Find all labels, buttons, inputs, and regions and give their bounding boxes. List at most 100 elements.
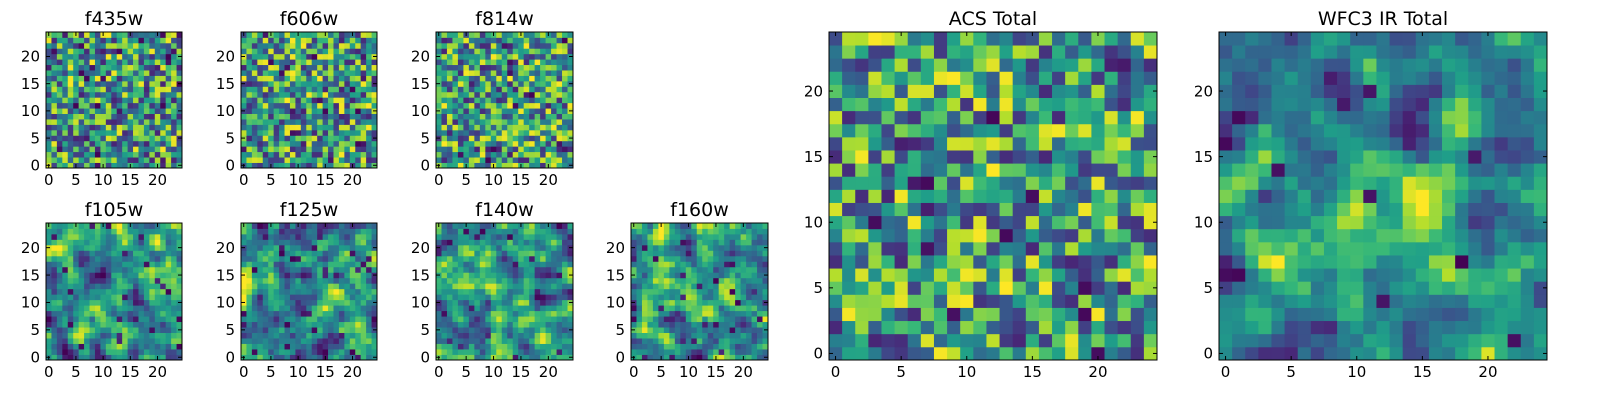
heatmap-cell — [366, 261, 372, 268]
heatmap-cell — [317, 283, 323, 290]
heatmap-cell — [507, 283, 514, 290]
heatmap-cell — [100, 157, 107, 163]
heatmap-cell — [868, 189, 882, 203]
heatmap-cell — [868, 307, 882, 322]
heatmap-cell — [735, 327, 741, 333]
heatmap-cell — [740, 288, 747, 295]
heatmap-cell — [529, 91, 536, 98]
heatmap-cell — [241, 338, 247, 344]
heatmap-cell — [1117, 281, 1132, 295]
heatmap-cell — [501, 48, 508, 55]
heatmap-cell — [507, 354, 514, 361]
heatmap-cell — [463, 135, 470, 142]
heatmap-cell — [257, 261, 264, 268]
heatmap-cell — [441, 327, 448, 333]
heatmap-cell — [474, 272, 481, 279]
heatmap-cell — [680, 349, 687, 355]
heatmap-cell — [999, 189, 1014, 203]
heatmap-cell — [485, 135, 492, 142]
heatmap-cell — [567, 129, 574, 136]
heatmap-cell — [702, 310, 709, 317]
heatmap-cell — [680, 288, 687, 295]
heatmap-cell — [474, 223, 481, 229]
heatmap-cell — [300, 157, 307, 163]
heatmap-cell — [523, 305, 530, 312]
heatmap-cell — [355, 255, 362, 262]
heatmap-cell — [328, 299, 334, 306]
heatmap-cell — [344, 283, 351, 290]
heatmap-cell — [56, 102, 63, 109]
heatmap-cell — [457, 223, 464, 229]
heatmap-cell — [127, 124, 134, 131]
heatmap-cell — [829, 202, 843, 217]
heatmap-cell — [960, 281, 974, 295]
heatmap-cell — [328, 223, 334, 229]
heatmap-cell — [512, 146, 519, 153]
x-tick-label: 15 — [706, 363, 725, 381]
heatmap-cell — [268, 255, 275, 262]
heatmap-cell — [562, 272, 568, 279]
heatmap-cell — [67, 255, 74, 262]
heatmap-cell — [273, 261, 280, 268]
heatmap-cell — [1117, 241, 1132, 256]
heatmap-cell — [512, 113, 519, 120]
heatmap-cell — [241, 129, 247, 136]
heatmap-cell — [762, 283, 769, 290]
heatmap-cell — [257, 338, 264, 344]
heatmap-cell — [333, 310, 340, 317]
heatmap-cell — [262, 283, 269, 290]
heatmap-cell — [960, 215, 974, 230]
heatmap-cell — [295, 228, 302, 235]
heatmap-cell — [707, 316, 714, 323]
heatmap-cell — [284, 316, 291, 323]
heatmap-cell — [176, 102, 183, 109]
heatmap-cell — [171, 129, 177, 136]
heatmap-cell — [757, 299, 763, 306]
heatmap-cell — [67, 288, 74, 295]
heatmap-cell — [371, 233, 378, 240]
heatmap-cell — [268, 332, 275, 339]
heatmap-cell — [165, 310, 172, 317]
heatmap-cell — [295, 266, 302, 273]
heatmap-cell — [311, 70, 318, 76]
heatmap-cell — [1091, 268, 1105, 282]
heatmap-cell — [647, 283, 654, 290]
heatmap-cell — [143, 37, 150, 44]
heatmap-cell — [328, 135, 334, 142]
heatmap-cell — [138, 113, 145, 120]
heatmap-cell — [73, 102, 80, 109]
heatmap-cell — [105, 354, 112, 361]
heatmap-cell — [122, 124, 128, 131]
heatmap-cell — [333, 316, 340, 323]
heatmap-cell — [669, 316, 676, 323]
heatmap-cell — [446, 86, 453, 93]
heatmap-cell — [567, 277, 574, 284]
heatmap-cell — [171, 86, 177, 93]
heatmap-cell — [94, 75, 101, 82]
heatmap-cell — [311, 135, 318, 142]
heatmap-cell — [496, 70, 503, 76]
heatmap-cell — [122, 299, 128, 306]
heatmap-cell — [116, 223, 123, 229]
heatmap-cell — [160, 223, 167, 229]
heatmap-cell — [143, 91, 150, 98]
heatmap-cell — [507, 288, 514, 295]
heatmap-cell — [67, 140, 74, 147]
heatmap-cell — [1091, 255, 1105, 269]
heatmap-cell — [729, 266, 736, 273]
heatmap-cell — [333, 146, 340, 153]
heatmap-cell — [149, 305, 156, 312]
heatmap-cell — [311, 239, 318, 246]
heatmap-cell — [94, 228, 101, 235]
heatmap-cell — [273, 288, 280, 295]
heatmap-cell — [842, 189, 856, 203]
heatmap-cell — [273, 162, 280, 169]
heatmap-cell — [518, 327, 525, 333]
heatmap-cell — [46, 113, 52, 120]
heatmap-cell — [111, 349, 118, 355]
heatmap-cell — [746, 343, 752, 350]
heatmap-cell — [468, 151, 475, 158]
heatmap-cell — [446, 97, 453, 104]
heatmap-cell — [485, 70, 492, 76]
